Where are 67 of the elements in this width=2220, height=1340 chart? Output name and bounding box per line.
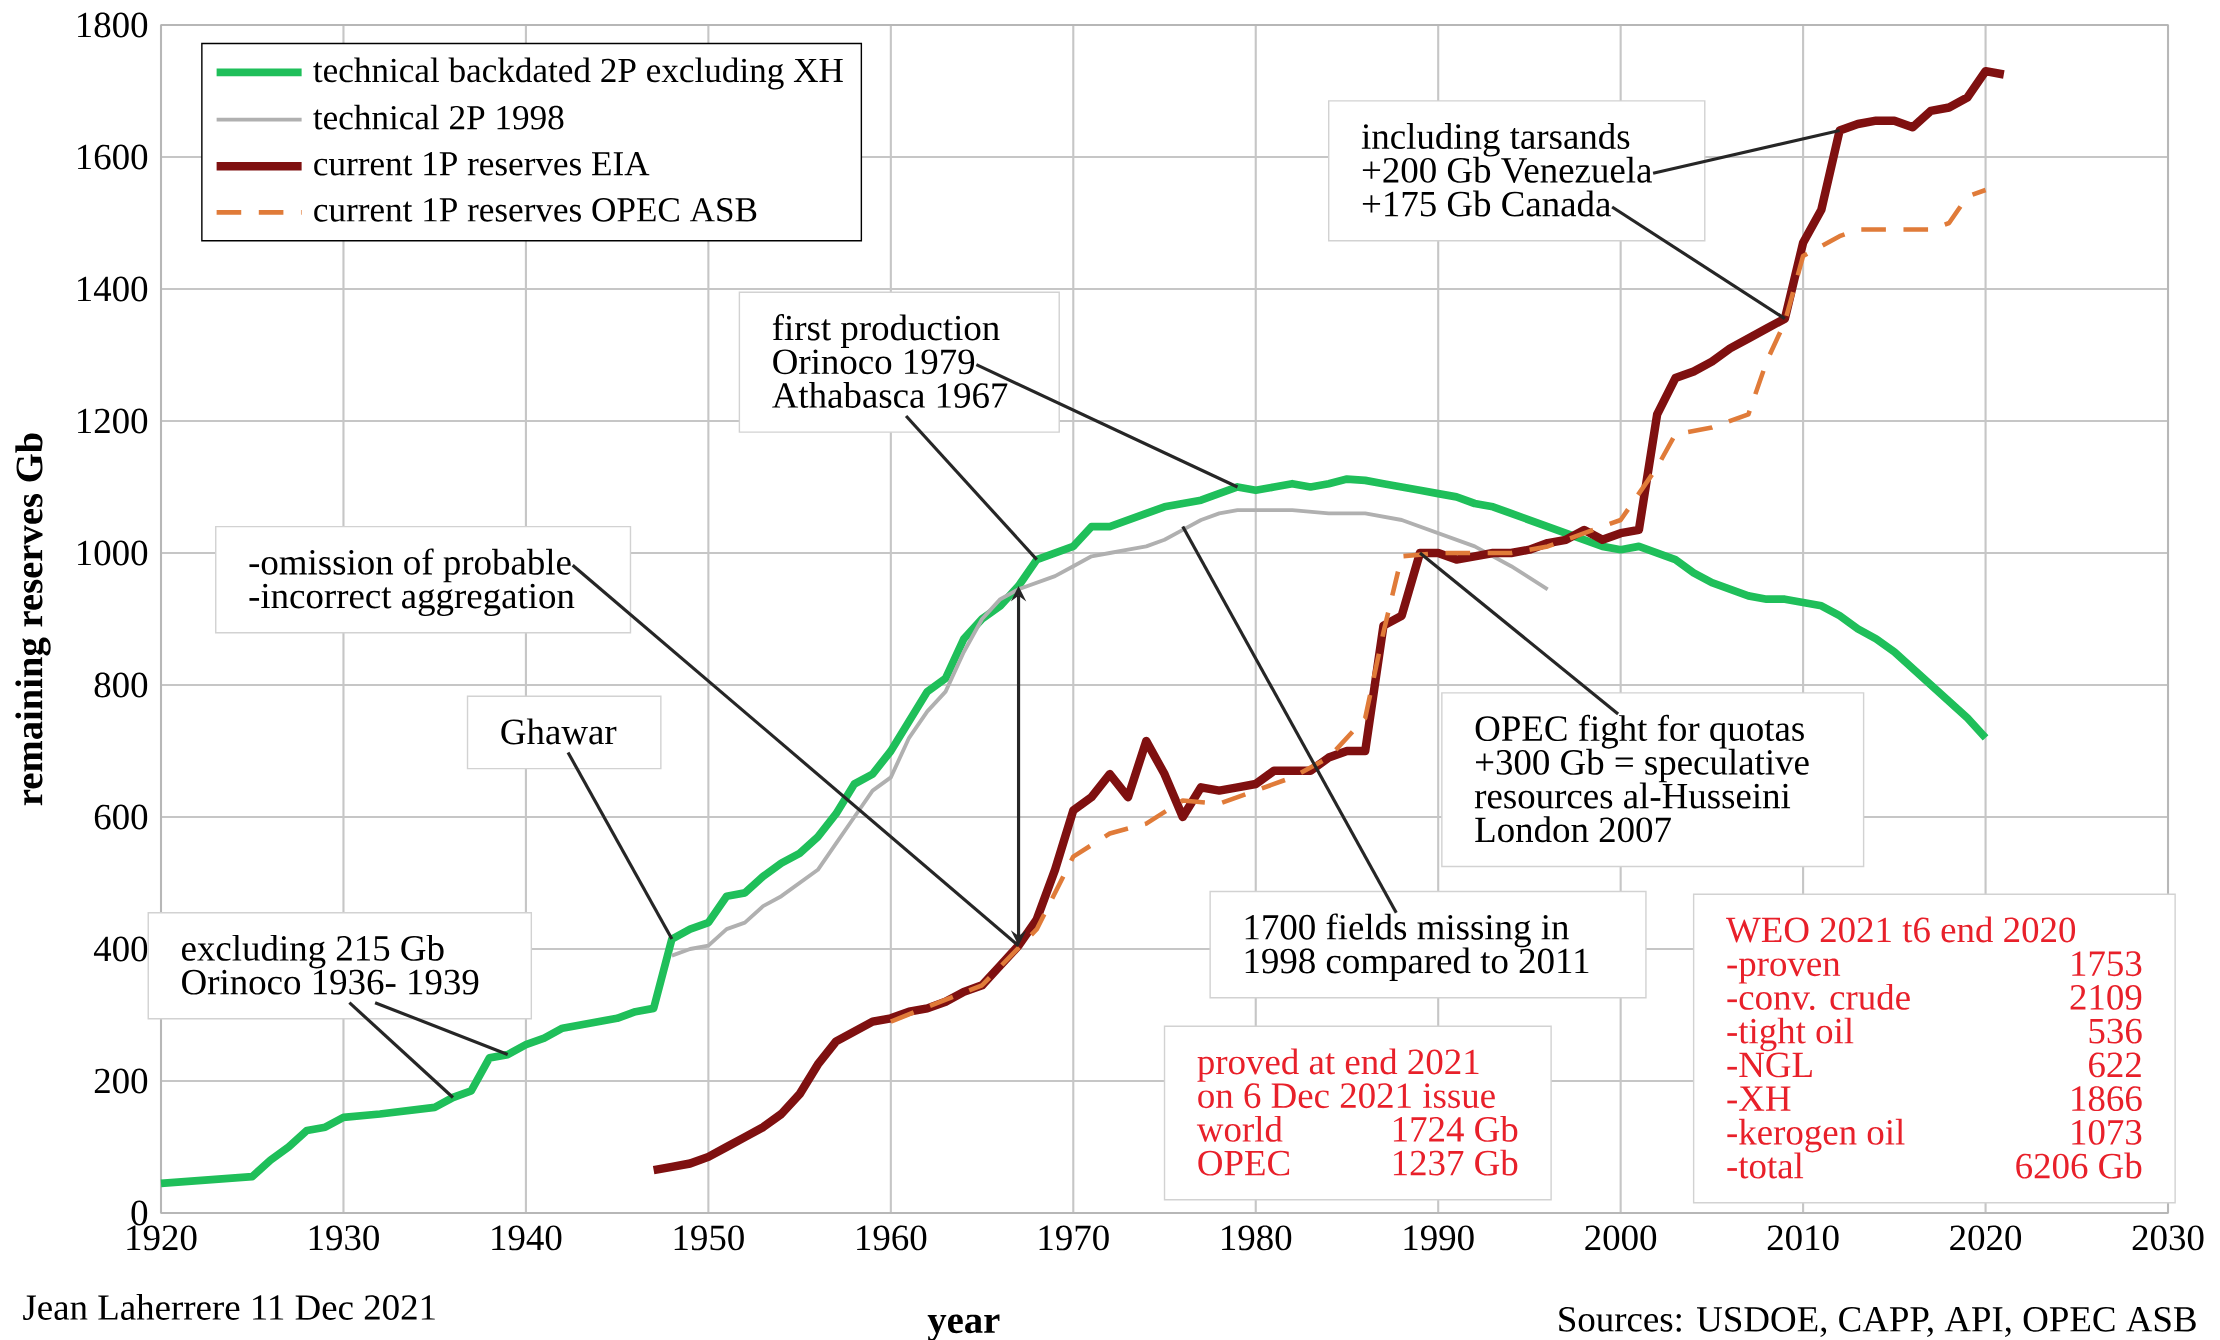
annotation: OPEC	[1198, 1150, 1290, 1176]
annotation: resources al-Husseini	[1474, 782, 1791, 809]
x-tick-label: 2030	[2132, 1225, 2204, 1251]
annotation: Athabasca 1967	[772, 381, 1008, 408]
annotation: excluding 215 Gb	[182, 934, 444, 969]
annotation: +200 Gb Venezuela	[1362, 156, 1652, 183]
y-tick-label: 1600	[78, 144, 148, 170]
annotation: -omission of probable	[249, 548, 571, 583]
annotation: including tarsands	[1361, 123, 1630, 157]
annotation: Orinoco 1936- 1939	[182, 969, 479, 995]
annotation: -tight oil	[1727, 1017, 1854, 1052]
annotation: first production	[772, 314, 1000, 348]
y-tick-label: 200	[94, 1068, 148, 1094]
annotation: 6206 Gb	[2016, 1152, 2142, 1179]
annotation: OPEC fight for quotas	[1475, 714, 1804, 749]
x-tick-label: 1990	[1404, 1225, 1474, 1251]
x-tick-label: 1920	[127, 1225, 197, 1251]
x-tick-label: 2010	[1767, 1225, 1839, 1251]
annotation: -proven	[1727, 958, 1841, 984]
x-tick-label: 1980	[1222, 1225, 1292, 1251]
x-tick-label: 2000	[1585, 1225, 1657, 1251]
annotation: 622	[2089, 1052, 2141, 1078]
annotation: Ghawar	[501, 718, 617, 745]
annotation: 1724 Gb	[1393, 1115, 1518, 1142]
annotation: +175 Gb Canada	[1362, 190, 1611, 217]
legend-label: technical backdated 2P excluding XH	[313, 57, 843, 90]
annotation: 1866	[2072, 1086, 2142, 1112]
annotation: -incorrect aggregation	[249, 583, 575, 617]
annotation: 1237 Gb	[1393, 1149, 1518, 1176]
y-tick-label: 400	[93, 936, 148, 962]
y-tick-label: 1200	[78, 408, 148, 434]
y-tick-label: 800	[94, 672, 148, 698]
y-tick-label: 1000	[78, 540, 148, 566]
y-tick-label: 0	[131, 1200, 148, 1226]
annotation: -NGL	[1727, 1052, 1812, 1078]
x-tick-label: 1970	[1039, 1225, 1109, 1251]
y-tick-label: 1400	[78, 276, 148, 302]
annotation: 536	[2089, 1018, 2142, 1044]
legend-label: current 1P reserves OPEC ASB	[314, 198, 757, 222]
annotation: -total	[1727, 1152, 1804, 1179]
x-tick-label: 1960	[857, 1225, 927, 1251]
annotation: proved at end 2021	[1197, 1048, 1479, 1082]
annotation: +300 Gb = speculative	[1476, 748, 1809, 783]
annotation: 1753	[2072, 951, 2142, 977]
annotation: world	[1196, 1115, 1283, 1142]
y-tick-label: 1800	[78, 12, 148, 38]
annotation: 1700 fields missing in	[1245, 913, 1569, 948]
annotation: on 6 Dec 2021 issue	[1198, 1083, 1495, 1109]
annotation: 1073	[2072, 1119, 2142, 1145]
source-note: Sources: USDOE, CAPP, API, OPEC ASB	[1559, 1306, 2196, 1338]
text: Jean Laherrere 11 Dec 2021	[23, 1294, 435, 1320]
annotation: 1998 compared to 2011	[1245, 947, 1589, 981]
y-axis-title: remaining reserves Gb	[15, 433, 51, 806]
legend-label: current 1P reserves EIA	[314, 152, 650, 176]
annotation: -XH	[1727, 1086, 1791, 1111]
legend-label: technical 2P 1998	[313, 104, 564, 130]
annotation: -conv. crude	[1727, 983, 1910, 1010]
x-tick-label: 1940	[492, 1225, 562, 1251]
annotation: 2109	[2070, 984, 2142, 1010]
x-tick-label: 2020	[1950, 1225, 2022, 1251]
annotation: -kerogen oil	[1727, 1118, 1905, 1153]
x-tick-label: 1930	[309, 1225, 379, 1251]
annotation: London 2007	[1475, 816, 1671, 843]
y-tick-label: 600	[94, 804, 148, 830]
x-tick-label: 1950	[674, 1225, 744, 1251]
annotation: Orinoco 1979	[773, 349, 975, 375]
annotation: WEO 2021 t6 end 2020	[1726, 916, 2076, 943]
